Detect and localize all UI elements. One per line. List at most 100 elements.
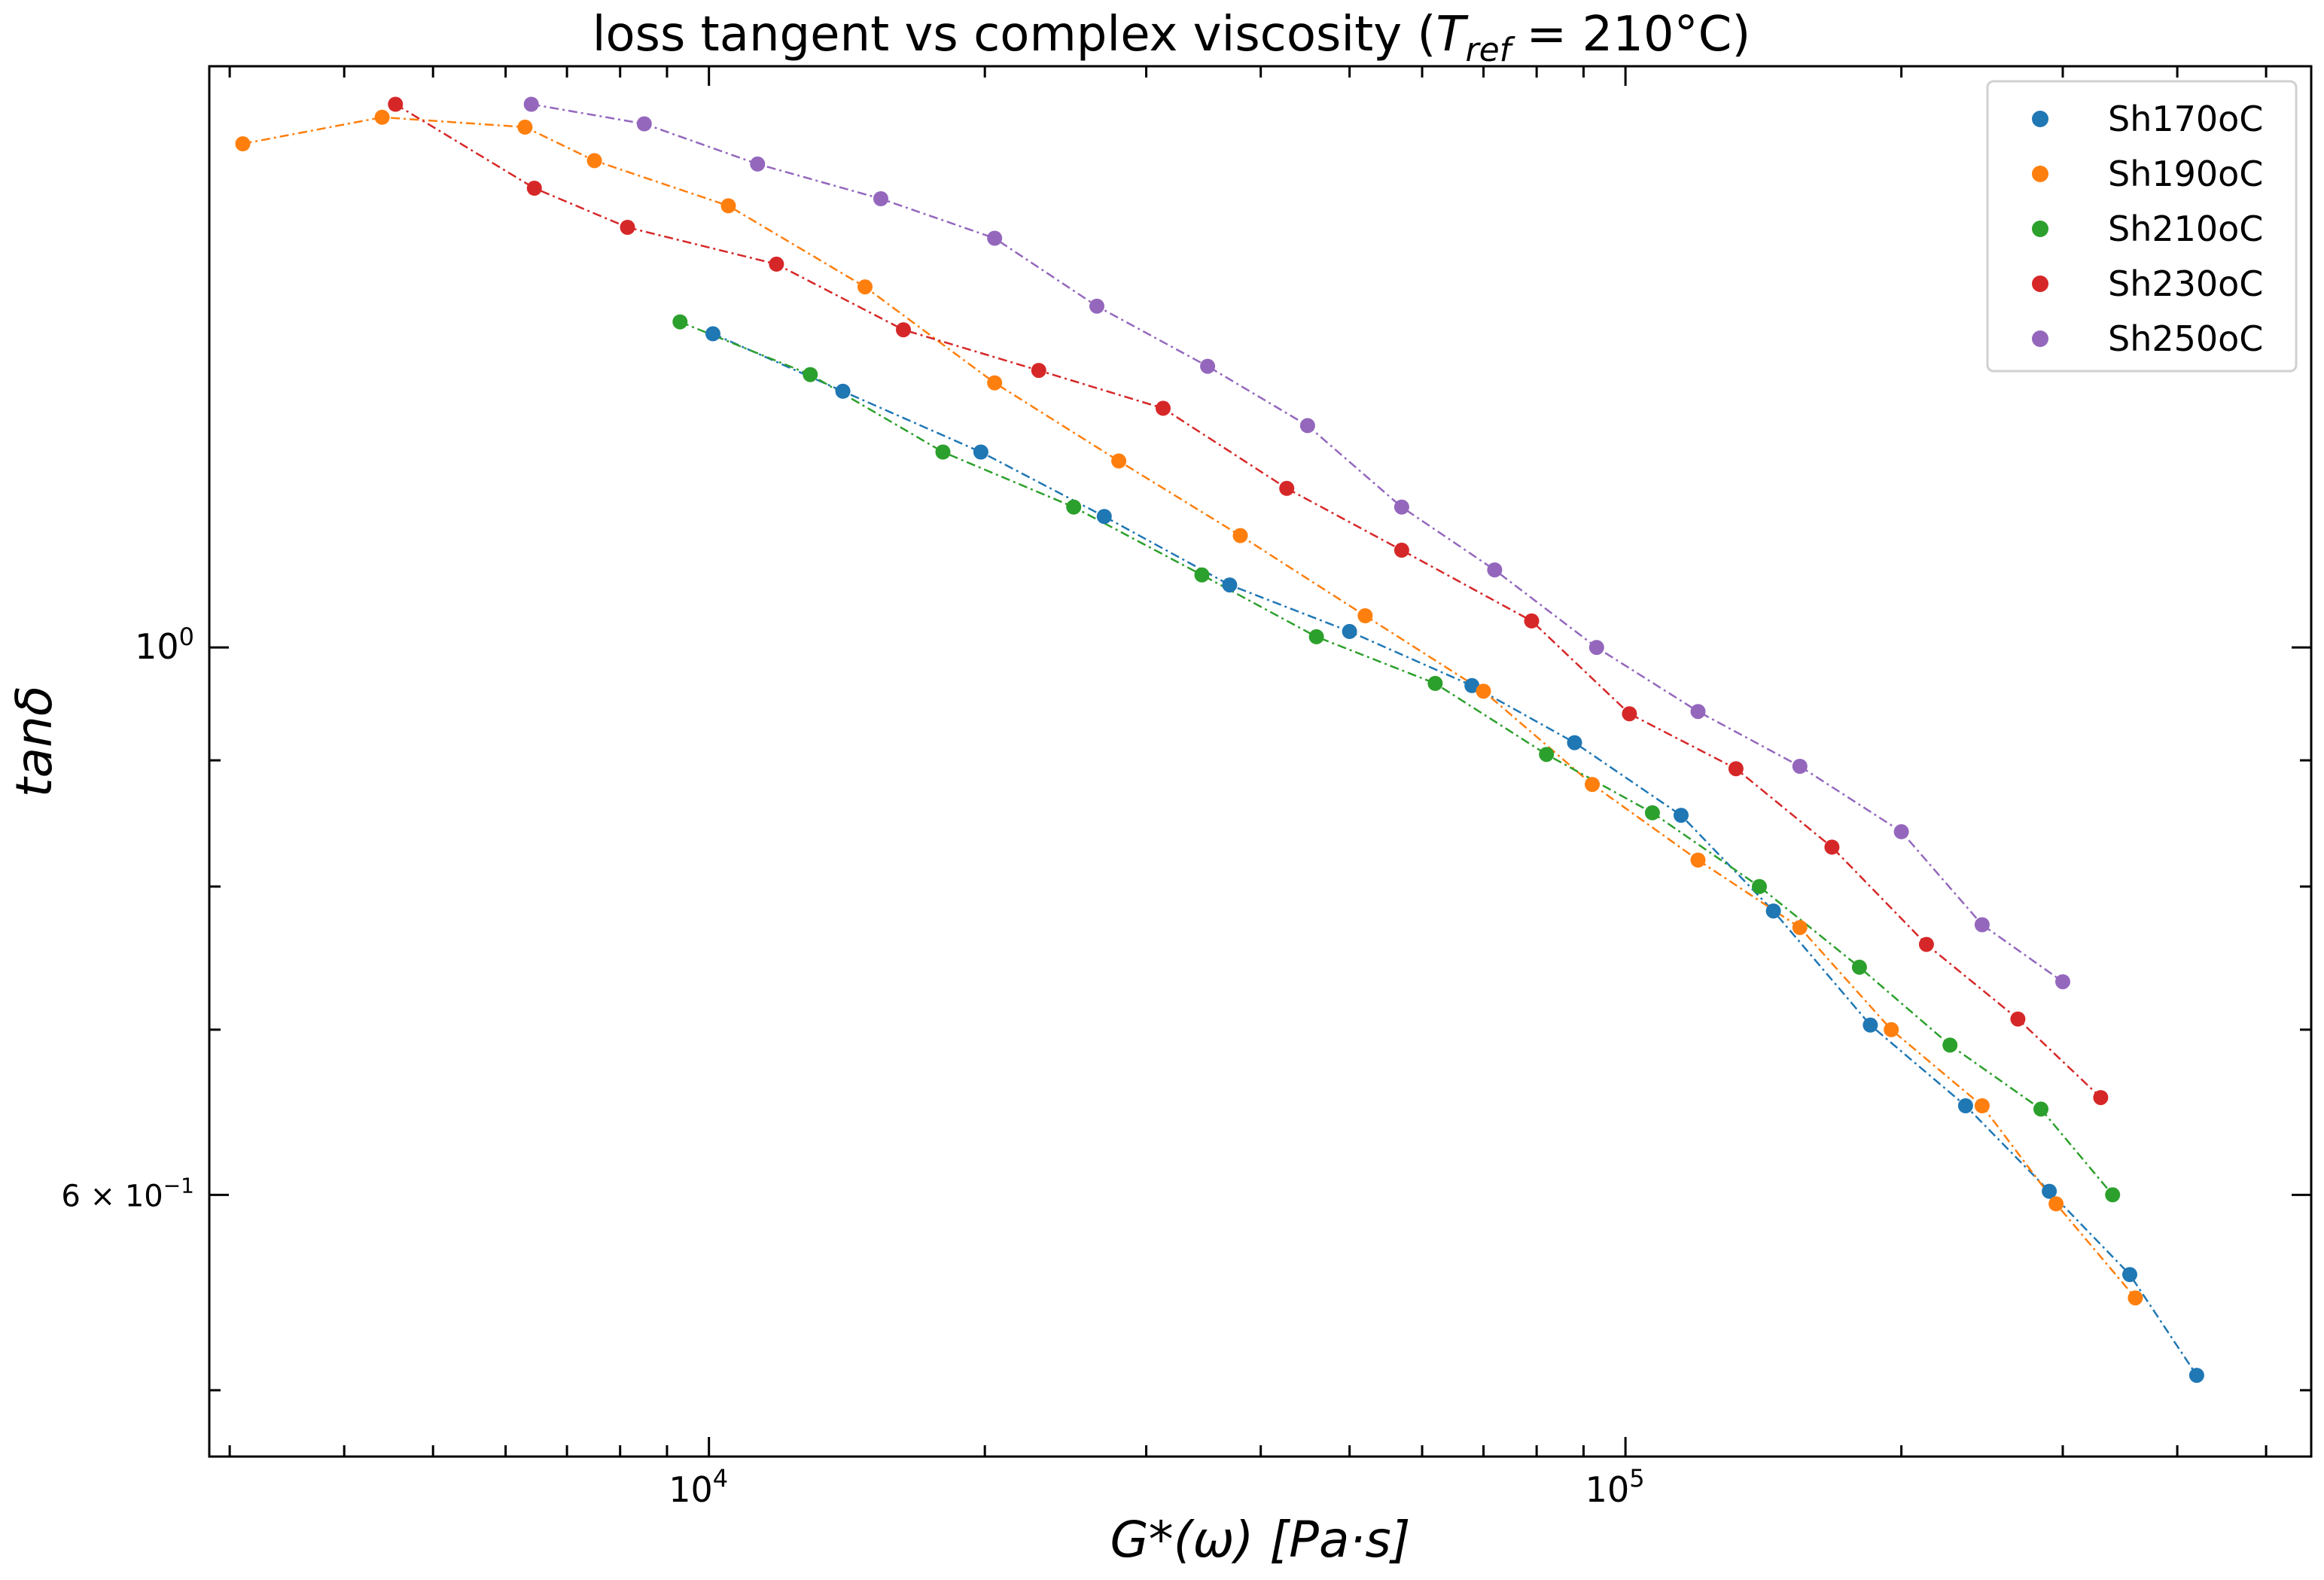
data-point-sh210oc	[1942, 1037, 1958, 1053]
data-point-sh250oc	[1200, 358, 1216, 374]
data-point-sh250oc	[1974, 917, 1990, 933]
data-point-sh210oc	[1308, 629, 1324, 644]
legend-marker	[2032, 221, 2048, 237]
x-tick-label: 104	[669, 1464, 728, 1510]
data-point-sh210oc	[672, 314, 688, 330]
data-point-sh250oc	[2055, 974, 2070, 990]
data-point-sh170oc	[2042, 1183, 2057, 1199]
legend-box	[1986, 80, 2298, 373]
data-point-sh170oc	[835, 383, 851, 399]
data-point-sh170oc	[973, 444, 988, 460]
data-point-sh250oc	[636, 116, 652, 132]
data-point-sh190oc	[1232, 528, 1248, 543]
data-point-sh190oc	[1585, 777, 1600, 793]
data-point-sh170oc	[1674, 808, 1689, 823]
x-axis-label: G*(ω) [Pa·s]	[1110, 1511, 1411, 1569]
data-point-sh230oc	[2093, 1090, 2109, 1106]
series-line-sh230oc	[394, 103, 2102, 1099]
chart-title: loss tangent vs complex viscosity (Tref …	[592, 7, 1751, 69]
data-point-sh250oc	[1588, 640, 1604, 656]
data-point-sh210oc	[2105, 1187, 2121, 1203]
series-points	[235, 96, 2204, 1384]
data-point-sh170oc	[1096, 509, 1112, 525]
data-point-sh190oc	[1476, 683, 1491, 699]
data-point-sh230oc	[1156, 400, 1171, 416]
legend-marker	[2032, 111, 2048, 127]
data-point-sh250oc	[1299, 418, 1315, 434]
data-point-sh210oc	[1752, 878, 1767, 894]
data-point-sh170oc	[1765, 903, 1781, 919]
data-point-sh190oc	[1974, 1098, 1990, 1113]
legend-marker	[2032, 330, 2048, 347]
data-point-sh210oc	[2033, 1101, 2048, 1117]
data-point-sh210oc	[1066, 499, 1082, 515]
legend-label: Sh230oC	[2108, 263, 2263, 304]
data-point-sh230oc	[1393, 542, 1409, 558]
data-point-sh250oc	[1089, 298, 1104, 314]
data-point-sh250oc	[1393, 499, 1409, 515]
data-point-sh190oc	[987, 375, 1003, 391]
series-line-sh210oc	[679, 321, 2114, 1196]
legend-label: Sh250oC	[2108, 318, 2263, 359]
data-point-sh210oc	[935, 444, 951, 460]
data-point-sh170oc	[705, 326, 720, 342]
data-point-sh170oc	[1222, 577, 1238, 593]
data-point-sh190oc	[1884, 1021, 1899, 1037]
data-point-sh190oc	[374, 109, 390, 125]
data-point-sh210oc	[803, 367, 818, 382]
data-point-sh230oc	[1918, 936, 1934, 952]
data-point-sh170oc	[2188, 1368, 2204, 1384]
data-point-sh230oc	[1824, 839, 1840, 855]
data-point-sh230oc	[1031, 363, 1046, 379]
data-point-sh190oc	[235, 136, 251, 151]
data-point-sh170oc	[1863, 1017, 1878, 1033]
data-point-sh190oc	[1792, 920, 1808, 936]
data-point-sh210oc	[1644, 805, 1660, 820]
data-point-sh230oc	[1622, 706, 1637, 722]
x-tick-label: 105	[1585, 1464, 1645, 1510]
legend-label: Sh170oC	[2108, 99, 2263, 139]
data-point-sh210oc	[1427, 675, 1443, 691]
data-point-sh210oc	[1539, 747, 1555, 763]
legend-label: Sh190oC	[2108, 154, 2263, 194]
data-point-sh230oc	[896, 322, 911, 338]
data-point-sh190oc	[2048, 1196, 2064, 1212]
data-point-sh230oc	[620, 220, 635, 235]
data-point-sh170oc	[1342, 623, 1357, 639]
legend-marker	[2032, 276, 2048, 292]
data-point-sh230oc	[1524, 613, 1540, 629]
data-point-sh190oc	[2128, 1290, 2143, 1306]
legend: Sh170oC Sh190oC Sh210oC Sh230oC Sh250oC	[1986, 80, 2298, 373]
data-point-sh190oc	[1357, 608, 1373, 623]
data-point-sh190oc	[517, 119, 533, 135]
data-point-sh170oc	[1464, 677, 1480, 693]
series-line-sh250oc	[531, 103, 2064, 983]
data-point-sh250oc	[873, 191, 888, 206]
series-line-sh170oc	[712, 333, 2198, 1376]
data-point-sh230oc	[1279, 480, 1295, 496]
data-point-sh250oc	[1487, 562, 1503, 578]
data-point-sh190oc	[720, 198, 736, 214]
data-point-sh250oc	[1690, 704, 1706, 720]
data-point-sh230oc	[2010, 1011, 2026, 1027]
data-point-sh170oc	[1567, 735, 1582, 750]
data-point-sh230oc	[1728, 761, 1744, 777]
data-point-sh250oc	[523, 96, 539, 112]
data-point-sh190oc	[857, 279, 873, 295]
data-point-sh230oc	[388, 96, 404, 112]
data-point-sh250oc	[750, 156, 766, 172]
data-point-sh230oc	[526, 181, 542, 196]
data-point-sh190oc	[1111, 453, 1127, 469]
y-axis-label: tanδ	[5, 686, 63, 798]
axis-ticks: 104 105 100 6 × 10−1	[61, 66, 2311, 1510]
data-point-sh190oc	[1690, 852, 1706, 868]
data-point-sh170oc	[2122, 1267, 2137, 1283]
data-point-sh210oc	[1851, 959, 1867, 975]
legend-label: Sh210oC	[2108, 209, 2263, 249]
data-point-sh250oc	[1792, 759, 1808, 774]
y-tick-label: 6 × 10−1	[61, 1173, 194, 1213]
y-tick-label: 100	[135, 623, 194, 667]
data-point-sh190oc	[586, 153, 602, 169]
data-point-sh250oc	[987, 230, 1003, 246]
